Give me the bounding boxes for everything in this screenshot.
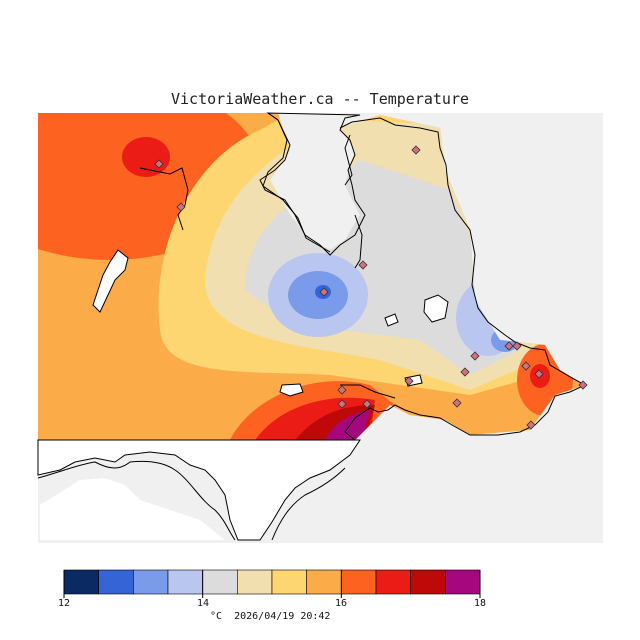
contour-17-hotspot — [122, 137, 170, 177]
station-marker — [319, 287, 329, 297]
station-marker — [337, 385, 347, 395]
island-small — [384, 313, 399, 327]
legend-swatch-5 — [237, 569, 273, 595]
legend-tick-16: 16 — [334, 598, 348, 609]
legend-swatch-1 — [98, 569, 134, 595]
station-marker — [521, 361, 531, 371]
units-label: °C — [210, 611, 223, 622]
station-marker — [526, 420, 536, 430]
legend-swatch-7 — [306, 569, 342, 595]
legend-swatch-9 — [375, 569, 411, 595]
station-marker — [470, 351, 480, 361]
legend-swatch-8 — [341, 569, 377, 595]
legend-footer: °C 2026/04/19 20:42 — [210, 611, 330, 622]
station-marker — [578, 380, 588, 390]
station-marker — [411, 145, 421, 155]
station-marker — [154, 159, 164, 169]
station-marker — [534, 369, 544, 379]
station-marker — [362, 399, 372, 409]
coastlines — [139, 112, 587, 441]
station-marker — [504, 341, 514, 351]
legend-swatch-2 — [133, 569, 169, 595]
station-marker — [512, 341, 522, 351]
legend-swatch-6 — [271, 569, 307, 595]
legend-tick-18: 18 — [473, 598, 487, 609]
station-marker — [337, 399, 347, 409]
legend-swatch-3 — [167, 569, 203, 595]
island-west — [92, 249, 129, 313]
station-marker — [176, 202, 186, 212]
legend-tick-14: 14 — [196, 598, 210, 609]
island-south-1 — [279, 383, 304, 397]
island-central — [423, 294, 449, 323]
station-marker — [358, 260, 368, 270]
legend-swatch-10 — [410, 569, 446, 595]
station-marker — [404, 376, 414, 386]
legend-swatch-4 — [202, 569, 238, 595]
contour-18-south — [325, 410, 370, 440]
station-markers — [154, 145, 588, 430]
south-land-west — [40, 478, 225, 540]
timestamp: 2026/04/19 20:42 — [234, 611, 331, 622]
water-bodies — [37, 112, 366, 541]
color-legend — [63, 569, 481, 598]
station-marker — [460, 367, 470, 377]
map-title: VictoriaWeather.ca -- Temperature — [170, 90, 469, 108]
station-marker — [452, 398, 462, 408]
legend-tick-12: 12 — [57, 598, 71, 609]
strait-water — [37, 439, 361, 541]
legend-swatch-0 — [63, 569, 99, 595]
south-coastline — [37, 460, 346, 541]
legend-swatch-11 — [445, 569, 481, 595]
